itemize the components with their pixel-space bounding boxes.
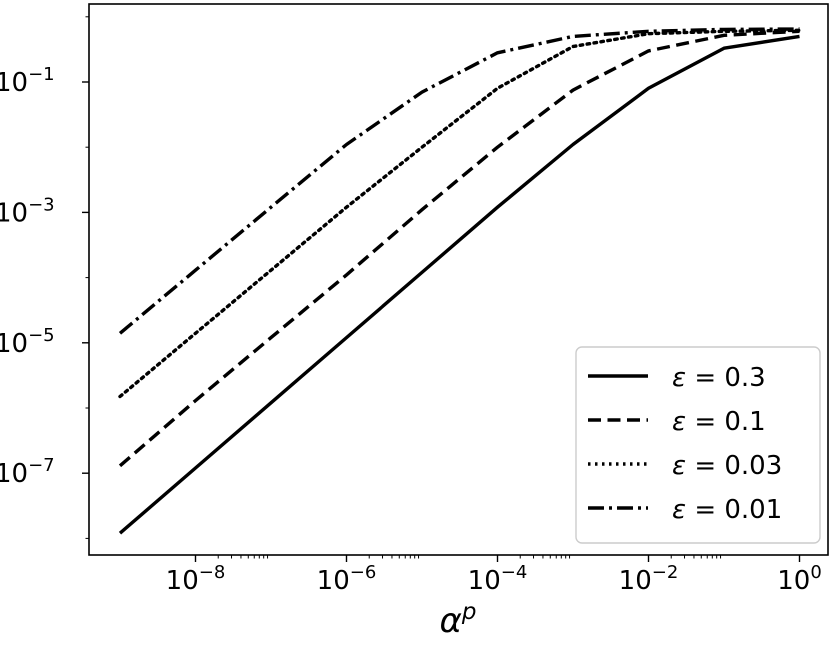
series-line-0 <box>118 34 800 535</box>
y-tick-label: 10−3 <box>0 194 55 228</box>
legend-label-1: ε = 0.1 <box>672 407 766 437</box>
y-tick-label: 10−5 <box>0 325 55 359</box>
plot-frame <box>88 3 829 556</box>
series-line-2 <box>118 28 802 399</box>
x-tick-label: 10−4 <box>468 562 528 596</box>
legend-label-2: ε = 0.03 <box>672 451 782 481</box>
x-axis: 10−8 10−6 10−4 10−2 100 <box>166 555 822 596</box>
x-axis-label: αp <box>439 599 476 641</box>
x-tick-label: 10−8 <box>166 562 226 596</box>
x-tick-label: 10−2 <box>619 562 679 596</box>
x-tick-label: 100 <box>777 562 822 596</box>
x-axis-label-superscript: p <box>461 599 477 625</box>
series-layer <box>118 27 802 535</box>
x-tick-label: 10−6 <box>317 562 377 596</box>
y-tick-label: 10−7 <box>0 455 55 489</box>
legend-label-0: ε = 0.3 <box>672 363 766 393</box>
series-line-1 <box>118 29 800 468</box>
legend-box <box>575 346 821 544</box>
y-axis: 10−1 10−3 10−5 10−7 <box>0 16 89 539</box>
legend-label-3: ε = 0.01 <box>672 495 782 525</box>
y-tick-label: 10−1 <box>0 64 55 98</box>
series-line-3 <box>118 27 800 335</box>
legend: ε = 0.3 ε = 0.1 ε = 0.03 ε = 0.01 <box>575 346 821 544</box>
